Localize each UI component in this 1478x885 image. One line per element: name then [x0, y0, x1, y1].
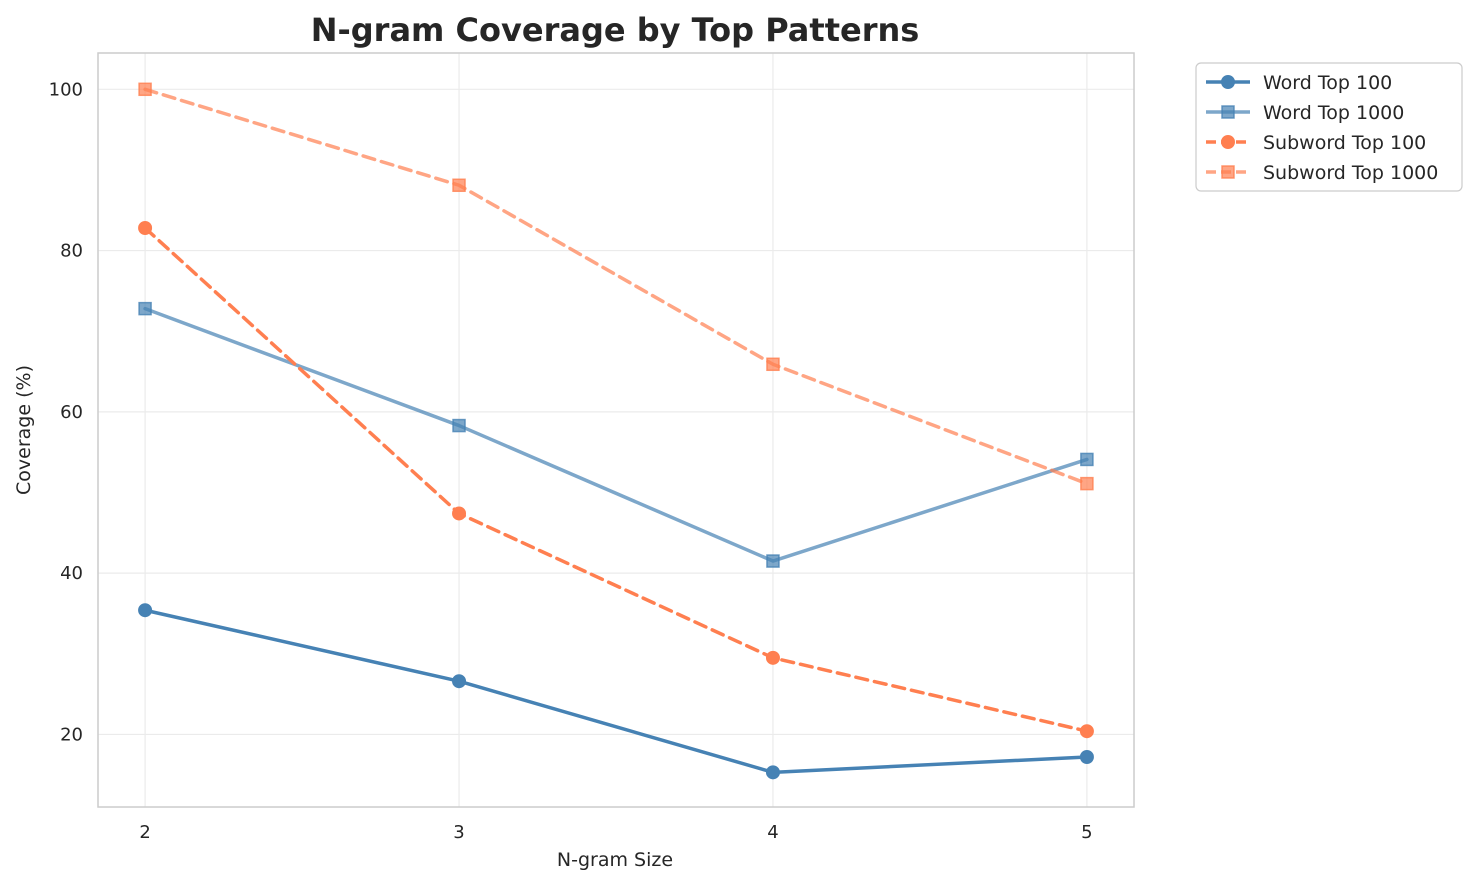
legend-box: [1195, 62, 1463, 192]
data-point: [766, 357, 780, 372]
y-tick-label: 20: [60, 724, 83, 745]
y-axis-label: Coverage (%): [13, 365, 35, 495]
legend-marker: [1221, 105, 1235, 119]
legend-label: Word Top 1000: [1263, 102, 1404, 124]
chart-title: N-gram Coverage by Top Patterns: [311, 11, 920, 49]
data-point: [765, 765, 780, 780]
legend-item: Word Top 100: [1206, 72, 1392, 94]
data-point: [765, 650, 780, 665]
y-tick-label: 100: [49, 79, 83, 100]
x-tick-label: 5: [1081, 822, 1092, 843]
data-point: [452, 674, 467, 689]
legend-marker: [1221, 165, 1235, 179]
data-point: [138, 603, 153, 618]
legend-item: Subword Top 1000: [1206, 162, 1438, 184]
data-point: [452, 506, 467, 521]
legend-item: Word Top 1000: [1206, 102, 1404, 124]
data-point: [452, 418, 466, 433]
data-point: [766, 554, 780, 568]
data-point: [138, 220, 153, 235]
x-tick-label: 2: [139, 822, 150, 843]
series-line: [143, 87, 1089, 486]
grid-lines: [98, 53, 1134, 807]
data-point: [138, 301, 152, 316]
legend: Word Top 100 Word Top 1000 Subword Top 100…: [1195, 62, 1463, 192]
legend-label: Subword Top 1000: [1263, 162, 1438, 184]
legend-marker: [1221, 135, 1235, 149]
legend-marker: [1221, 75, 1235, 89]
series-line: [143, 306, 1089, 563]
x-axis-label: N-gram Size: [557, 849, 673, 871]
data-point: [138, 82, 152, 97]
series-line: [143, 226, 1089, 733]
data-point: [452, 178, 466, 193]
plot-area-frame: [97, 52, 1135, 808]
series-line: [143, 608, 1089, 775]
tick-labels: 2 3 4 5 20 40 60 80 100: [49, 79, 1093, 843]
legend-label: Word Top 100: [1263, 72, 1392, 94]
y-tick-label: 40: [60, 563, 83, 584]
legend-item: Subword Top 100: [1206, 132, 1426, 154]
series-word-top-1000: [138, 301, 1094, 568]
series-layer: [138, 82, 1094, 780]
series-subword-top-1000: [138, 82, 1094, 491]
data-point: [1080, 452, 1094, 467]
legend-label: Subword Top 100: [1263, 132, 1426, 154]
x-tick-label: 3: [453, 822, 464, 843]
y-tick-label: 60: [60, 402, 83, 423]
data-point: [1079, 750, 1094, 765]
y-tick-label: 80: [60, 241, 83, 262]
data-point: [1079, 724, 1094, 739]
data-point: [1080, 476, 1094, 491]
series-subword-top-100: [138, 220, 1094, 739]
x-tick-label: 4: [767, 822, 778, 843]
series-word-top-100: [138, 603, 1094, 780]
